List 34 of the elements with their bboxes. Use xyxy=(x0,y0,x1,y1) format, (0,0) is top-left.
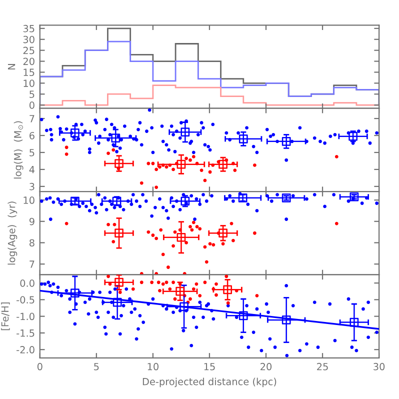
y-tick-label: 35 xyxy=(23,24,34,32)
y-tick-label: 25 xyxy=(23,46,34,54)
x-tick-label: 0 xyxy=(37,362,42,370)
y-tick-label: -0.5 xyxy=(16,296,34,304)
y-axis-title: log(M) (M$_{⊙}$) xyxy=(14,121,24,179)
x-tick-label: 20 xyxy=(260,362,272,370)
y-tick-label: 20 xyxy=(23,58,34,66)
y-tick-label: 9 xyxy=(29,218,34,226)
y-tick-label: 10 xyxy=(24,80,34,87)
y-tick-label: 7 xyxy=(30,115,34,122)
y-tick-label: 6 xyxy=(30,132,34,140)
y-tick-label: 4 xyxy=(29,166,34,174)
y-tick-label: 0 xyxy=(29,102,34,109)
y-tick-label: 15 xyxy=(24,68,34,76)
y-tick-label: -2.0 xyxy=(16,346,34,354)
x-tick-label: 15 xyxy=(204,363,215,370)
y-tick-label: -1.5 xyxy=(16,330,34,337)
x-tick-label: 25 xyxy=(317,362,328,370)
y-tick-label: -1.0 xyxy=(16,312,34,320)
y-axis-title: log(Age) (yr) xyxy=(8,202,18,265)
x-tick-label: 5 xyxy=(94,363,99,370)
y-tick-label: 8 xyxy=(30,239,34,247)
y-tick-label: 30 xyxy=(23,36,34,44)
y-tick-label: 3 xyxy=(30,182,34,190)
y-tick-label: 5 xyxy=(30,90,34,98)
y-tick-label: 7 xyxy=(30,260,34,268)
x-tick-label: 30 xyxy=(374,362,385,370)
x-tick-label: 10 xyxy=(148,362,158,370)
y-axis-title: [Fe/H] xyxy=(1,302,10,330)
x-axis-title: De-projected distance (kpc) xyxy=(142,378,276,388)
y-tick-label: 10 xyxy=(24,196,34,204)
y-axis-title: N xyxy=(8,64,16,70)
y-tick-label: 5 xyxy=(30,149,34,156)
y-tick-label: 0.0 xyxy=(20,280,34,287)
